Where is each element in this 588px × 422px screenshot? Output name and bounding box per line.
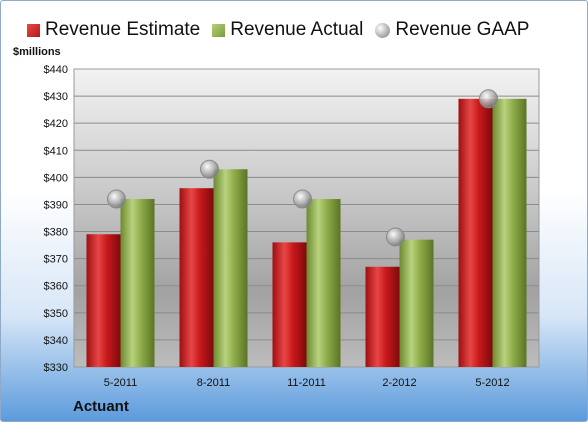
y-tick-label: $360	[44, 281, 68, 293]
y-tick-label: $440	[44, 64, 68, 76]
bar-revenue-estimate	[272, 242, 307, 367]
bar-revenue-actual	[306, 199, 341, 367]
y-tick-label: $380	[44, 227, 68, 239]
marker-revenue-gaap	[107, 189, 126, 209]
gaap-markers	[107, 89, 498, 247]
bar-revenue-actual	[492, 98, 527, 368]
marker-revenue-gaap	[293, 189, 312, 209]
y-tick-label: $420	[44, 118, 68, 130]
legend-label-gaap: Revenue GAAP	[395, 19, 530, 40]
y-tick-label: $370	[44, 254, 68, 266]
bar-revenue-estimate	[179, 188, 214, 367]
legend-item-gaap: Revenue GAAP	[375, 19, 529, 41]
y-tick-label: $350	[44, 308, 68, 320]
y-tick-label: $400	[44, 172, 68, 184]
x-tick-label: 8-2011	[197, 377, 230, 389]
company-name: Actuant	[73, 398, 129, 415]
bar-revenue-estimate	[365, 266, 400, 367]
y-tick-label: $430	[44, 91, 68, 103]
marker-revenue-gaap	[479, 89, 498, 109]
y-tick-label: $390	[44, 199, 68, 211]
y-tick-label: $340	[44, 335, 68, 347]
x-tick-label: 11-2011	[287, 377, 326, 389]
y-axis-unit-label: $millions	[13, 46, 61, 58]
y-tick-label: $410	[44, 145, 68, 157]
y-axis: $330 $340 $350 $360 $370 $380 $390 $400 $410 $420…	[44, 64, 68, 374]
x-tick-label: 5-2012	[475, 377, 509, 389]
legend-swatch-estimate	[27, 23, 40, 37]
bar-revenue-actual	[120, 199, 155, 367]
legend-swatch-actual	[212, 23, 226, 37]
legend-item-actual: Revenue Actual	[212, 19, 363, 41]
y-tick-label: $330	[44, 362, 68, 374]
x-tick-label: 2-2012	[382, 377, 416, 389]
bar-revenue-estimate	[86, 234, 121, 367]
x-axis: 5-2011 8-2011 11-2011 2-2012 5-2012	[104, 377, 510, 389]
legend-marker-gaap	[375, 22, 391, 38]
bar-revenue-actual	[399, 239, 434, 367]
bar-revenue-estimate	[458, 98, 493, 368]
legend: Revenue Estimate Revenue Actual Revenue …	[27, 17, 529, 43]
marker-revenue-gaap	[200, 159, 219, 179]
legend-label-estimate: Revenue Estimate	[45, 19, 201, 40]
marker-revenue-gaap	[386, 227, 405, 247]
bar-revenue-actual	[213, 169, 248, 367]
legend-label-actual: Revenue Actual	[230, 19, 364, 40]
bars	[86, 98, 527, 368]
legend-item-estimate: Revenue Estimate	[27, 19, 200, 41]
x-tick-label: 5-2011	[104, 377, 137, 389]
